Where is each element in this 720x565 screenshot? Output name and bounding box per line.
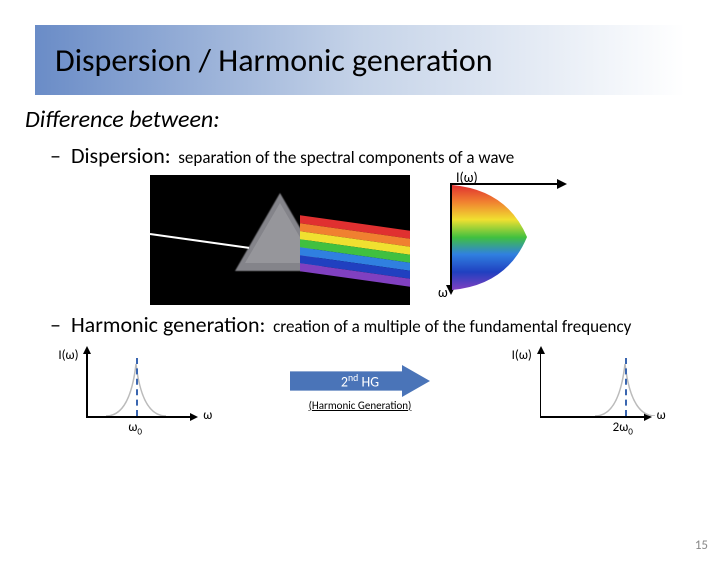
spectrum-y-label: I(ω) <box>456 169 478 186</box>
arrow-sublabel: (Harmonic Generation) <box>285 399 435 412</box>
left-x0-label: ω0 <box>128 420 142 438</box>
spectrum-graph: I(ω) ω <box>430 175 570 305</box>
right-x0-label: 2ω0 <box>613 420 633 438</box>
subtitle: Difference between: <box>25 105 720 134</box>
axis-x <box>86 416 196 418</box>
bottom-row: I(ω) ω ω0 2nd HG (Harmonic Generation) I… <box>0 346 720 431</box>
bullet-dispersion: – Dispersion: separation of the spectral… <box>50 142 720 169</box>
page-number: 15 <box>695 538 708 553</box>
right-peak-graph: I(ω) ω 2ω0 <box>512 346 662 431</box>
left-y-label: I(ω) <box>58 348 78 363</box>
dash-icon: – <box>50 311 61 338</box>
peak-marker <box>136 358 138 416</box>
left-x-label: ω <box>203 408 212 423</box>
harmonic-desc: creation of a multiple of the fundamenta… <box>273 316 631 337</box>
arrow-box: 2nd HG (Harmonic Generation) <box>285 365 435 412</box>
left-peak-graph: I(ω) ω ω0 <box>58 346 208 431</box>
right-y-label: I(ω) <box>512 348 532 363</box>
harmonic-term: Harmonic generation: <box>71 311 265 338</box>
spectrum-x-label: ω <box>438 284 448 301</box>
dispersion-term: Dispersion: <box>71 142 171 169</box>
bullet-harmonic: – Harmonic generation: creation of a mul… <box>50 311 720 338</box>
prism-row: I(ω) ω <box>0 175 720 305</box>
rainbow-spectrum <box>300 215 410 290</box>
arrow-icon: 2nd HG <box>290 365 430 397</box>
dash-icon: – <box>50 142 61 169</box>
arrow-label: 2nd HG <box>341 372 379 391</box>
dispersion-desc: separation of the spectral components of… <box>178 147 514 168</box>
right-x-label: ω <box>657 408 666 423</box>
axis-x <box>540 416 650 418</box>
spectrum-fill <box>452 185 557 290</box>
title-bar: Dispersion / Harmonic generation <box>35 25 685 95</box>
axis-y <box>86 348 88 416</box>
peak-marker <box>625 358 627 416</box>
axis-y <box>540 348 542 416</box>
prism-diagram <box>150 175 410 305</box>
slide-title: Dispersion / Harmonic generation <box>55 41 493 80</box>
